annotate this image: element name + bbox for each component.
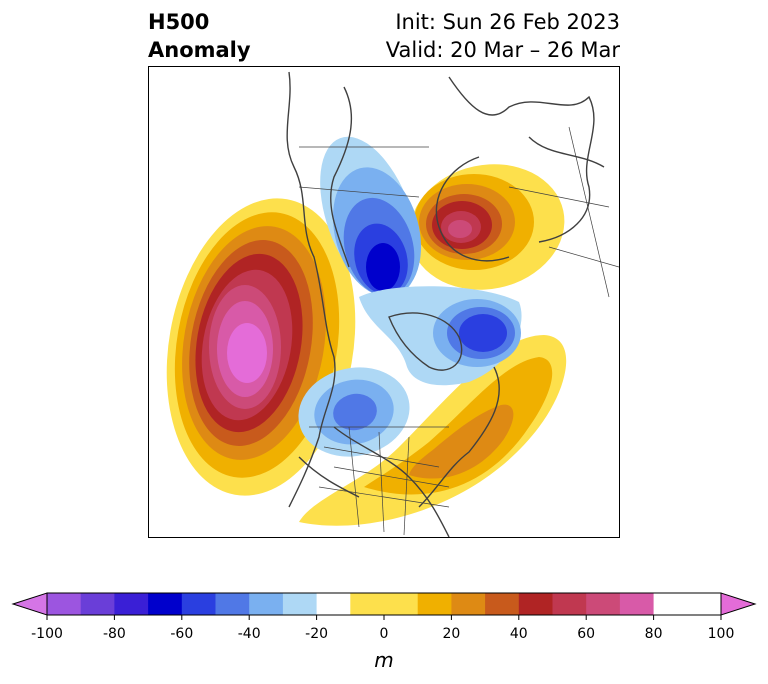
hudson-trough-anomaly — [359, 286, 522, 386]
colorbar-cell — [282, 593, 318, 615]
colorbar-tick-label: -60 — [170, 626, 194, 642]
colorbar-cell — [451, 593, 486, 615]
colorbar-tick-label: -40 — [237, 626, 261, 642]
political-borders — [298, 126, 619, 536]
colorbar-cell — [552, 593, 587, 615]
siberia-ridge-anomaly — [409, 164, 565, 290]
colorbar-unit-label: m — [374, 648, 394, 672]
colorbar-tick-label: -100 — [31, 626, 63, 642]
colorbar-underflow-triangle — [11, 592, 48, 616]
colorbar-tick-label: 60 — [577, 626, 596, 642]
coastlines — [286, 71, 605, 537]
colorbar-cell — [417, 593, 452, 615]
anomaly-map — [148, 66, 620, 538]
colorbar-cell — [350, 593, 419, 615]
colorbar-cells — [47, 593, 722, 615]
init-date: Init: Sun 26 Feb 2023 — [395, 10, 620, 34]
colorbar-tick-label: -80 — [102, 626, 126, 642]
colorbar-ticks — [46, 615, 722, 620]
title-variable: H500 — [148, 10, 210, 34]
colorbar-tick-label: 100 — [707, 626, 735, 642]
colorbar-tick-label: -20 — [305, 626, 329, 642]
colorbar-tick-label: 80 — [644, 626, 663, 642]
colorbar-cell — [518, 593, 553, 615]
western-us-trough-anomaly — [298, 367, 410, 457]
colorbar-cell — [619, 593, 655, 615]
plot-title-right: Init: Sun 26 Feb 2023 Valid: 20 Mar – 26… — [386, 8, 620, 64]
plot-title-left: H500 Anomaly — [148, 8, 251, 64]
colorbar-tick-label: 0 — [379, 626, 389, 642]
colorbar-cell — [249, 593, 284, 615]
colorbar-cell — [47, 593, 82, 615]
valid-period: Valid: 20 Mar – 26 Mar — [385, 38, 620, 62]
colorbar-cell — [114, 593, 149, 615]
colorbar-tick-label: 40 — [509, 626, 528, 642]
colorbar-cell — [653, 593, 688, 615]
colorbar-cell — [80, 593, 115, 615]
colorbar-cell — [181, 593, 216, 615]
colorbar-cell — [148, 593, 183, 615]
colorbar-cell — [586, 593, 621, 615]
colorbar-cell — [485, 593, 520, 615]
colorbar-cell — [215, 593, 250, 615]
colorbar — [11, 592, 757, 620]
map-canvas — [166, 71, 619, 537]
colorbar-cell — [687, 593, 722, 615]
arctic-trough-anomaly — [320, 136, 422, 298]
colorbar-overflow-triangle — [720, 592, 757, 616]
pacific-ridge-anomaly — [166, 198, 356, 496]
colorbar-cell — [316, 593, 351, 615]
title-field: Anomaly — [148, 38, 251, 62]
colorbar-tick-label: 20 — [442, 626, 461, 642]
